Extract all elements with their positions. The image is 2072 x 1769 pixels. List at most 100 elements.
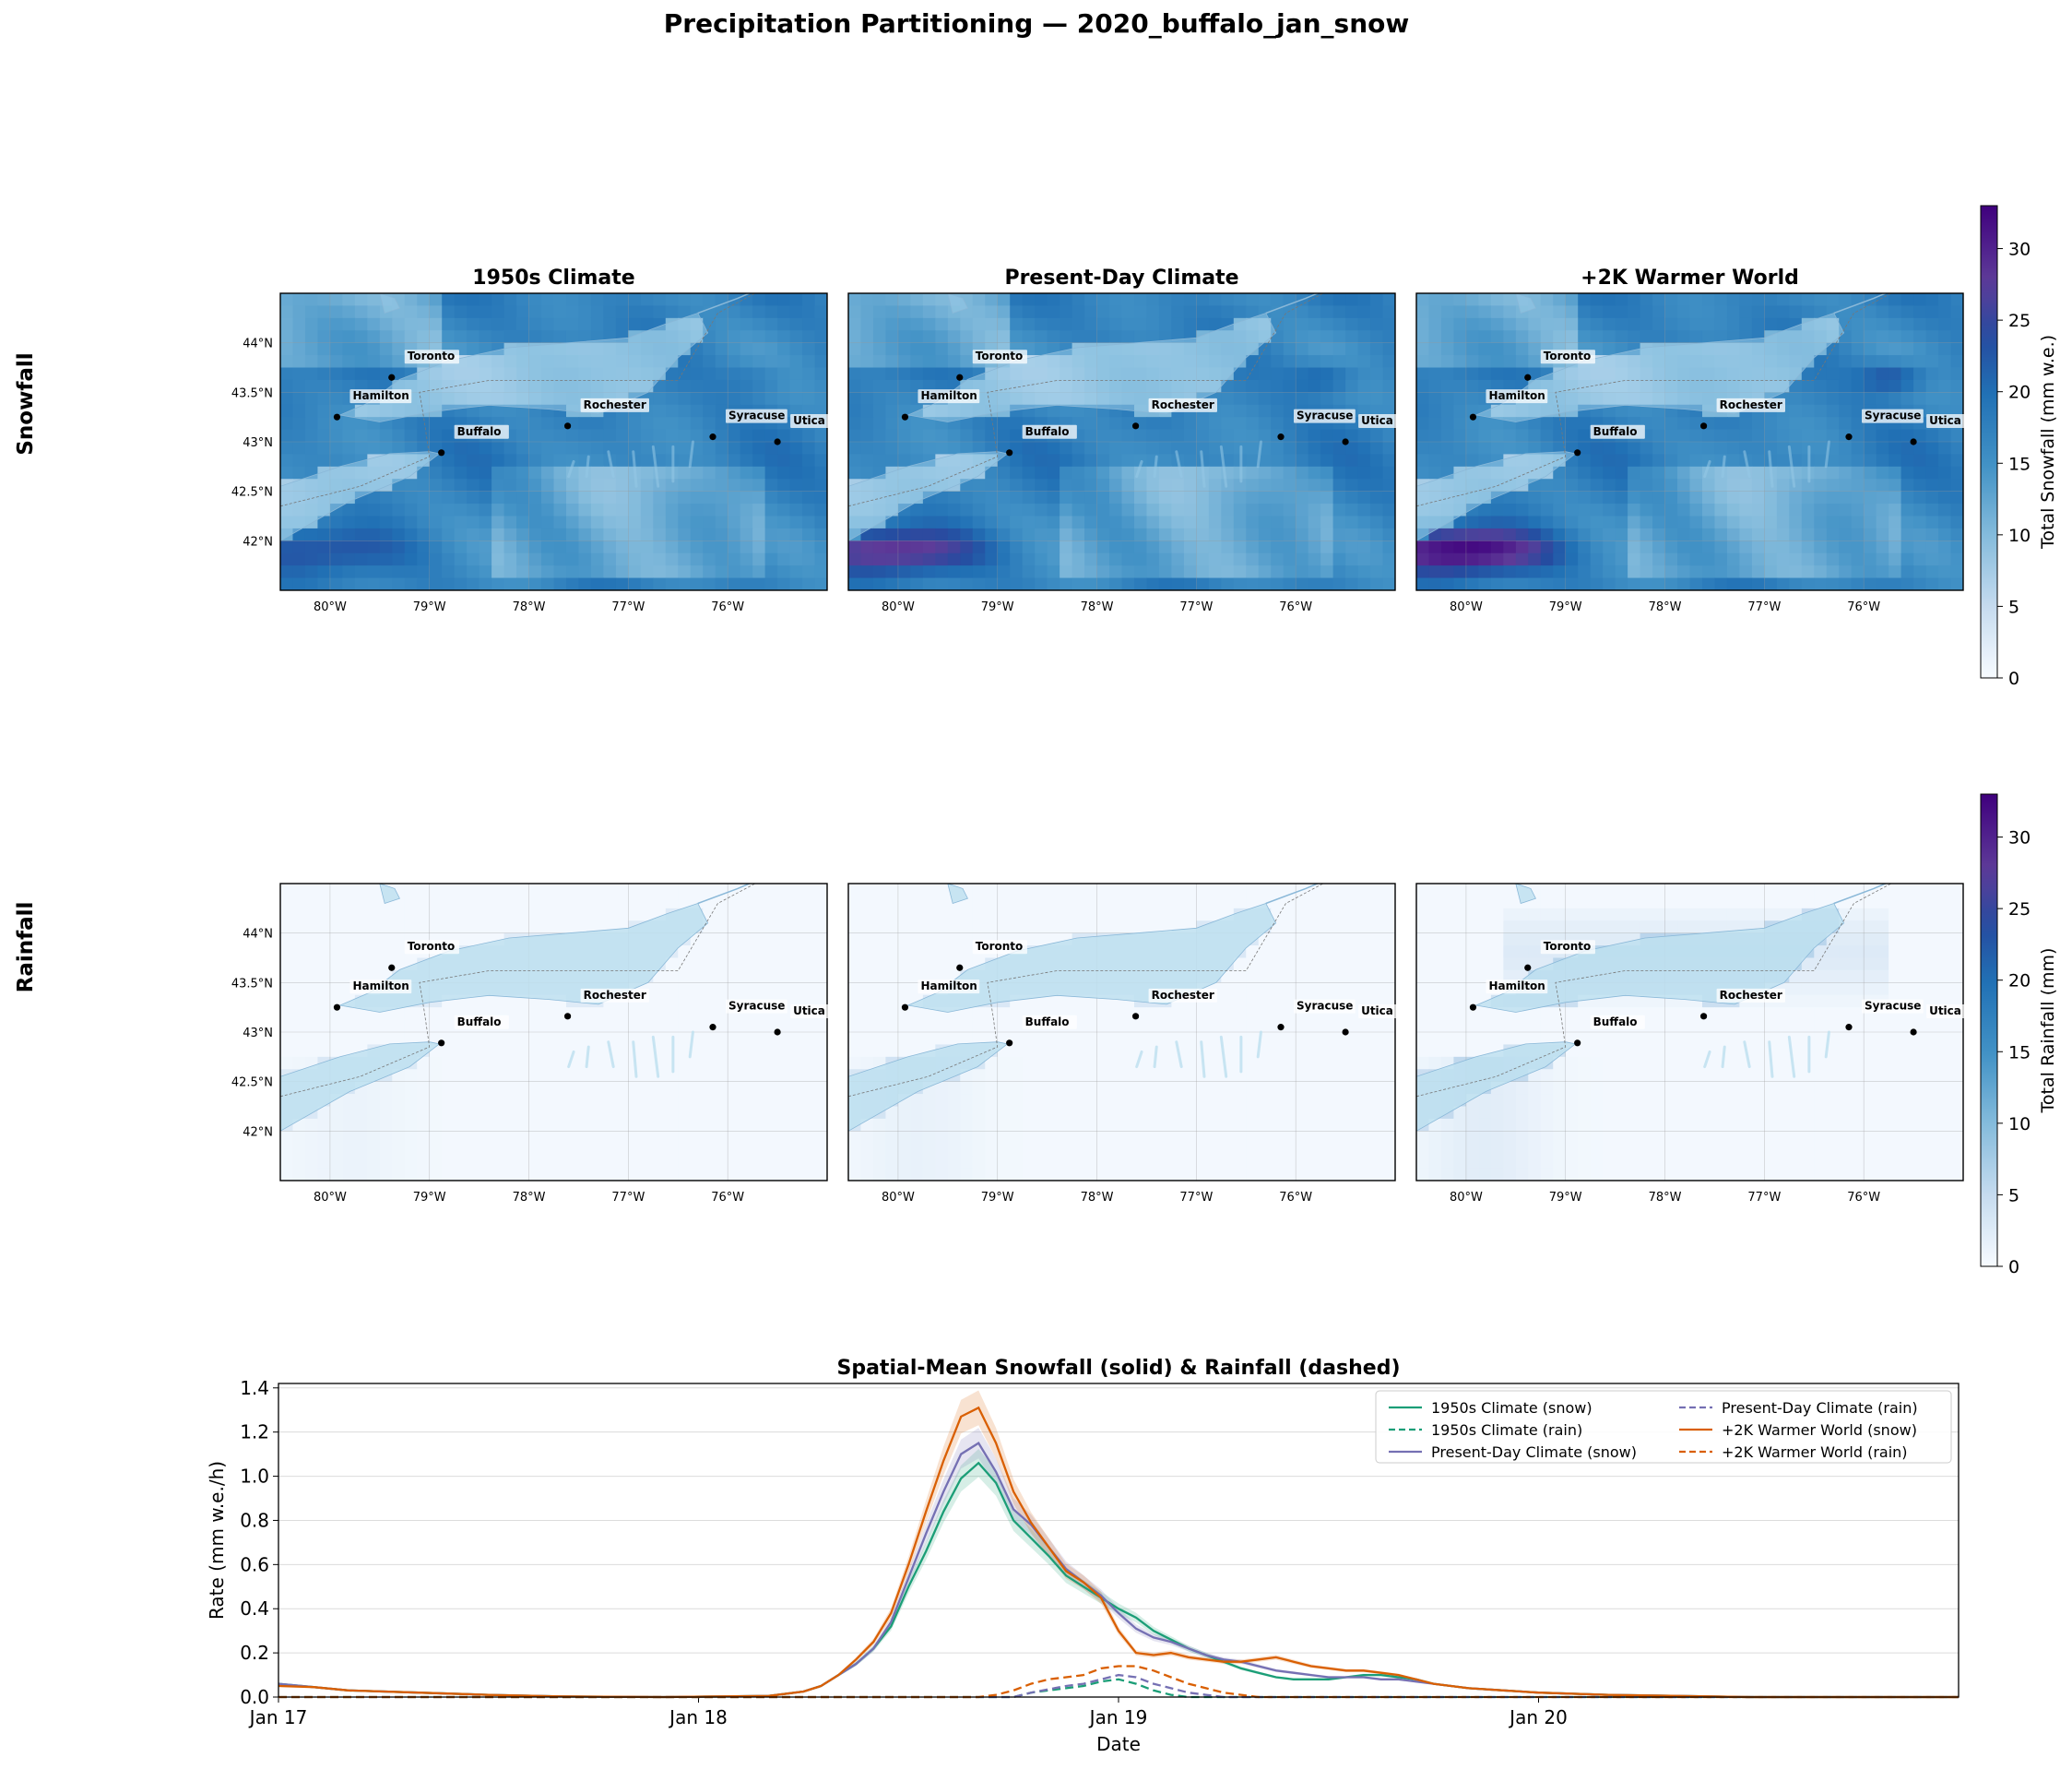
colorbar-tick-label: 10 [2008, 1114, 2031, 1134]
lon-tick-label: 79°W [981, 600, 1014, 614]
y-axis-label: Rate (mm w.e./h) [206, 1461, 228, 1620]
city-label: Buffalo [457, 425, 502, 438]
field-raster [1416, 293, 1963, 590]
city-label: Buffalo [457, 1015, 502, 1028]
lon-tick-label: 78°W [513, 600, 546, 614]
field-raster [280, 293, 827, 590]
city-label: Buffalo [1593, 425, 1638, 438]
colorbar-tick-label: 20 [2008, 971, 2031, 991]
colorbar-tick-label: 0 [2008, 669, 2019, 689]
city-label: Buffalo [1593, 1015, 1638, 1028]
lake-ontario [906, 903, 1277, 1013]
lon-tick-label: 76°W [1279, 600, 1312, 614]
lon-tick-label: 77°W [611, 1191, 645, 1205]
city-marker: Buffalo [438, 424, 509, 457]
city-marker: Rochester [563, 398, 649, 430]
lake-ontario [338, 313, 709, 422]
field-raster [848, 884, 1395, 1181]
city-label: Syracuse [1865, 1000, 1921, 1013]
city-label: Utica [1361, 414, 1393, 427]
city-marker: Syracuse [1845, 409, 1924, 441]
x-tick-label: Jan 20 [1508, 1706, 1568, 1728]
lon-tick-label: 78°W [1649, 600, 1682, 614]
chart-title: Spatial-Mean Snowfall (solid) & Rainfall… [836, 1357, 1400, 1380]
city-marker: Utica [1342, 414, 1400, 445]
snowfall-map-panel-3: Toronto Hamilton Buffalo Rochester Syracuse U… [1415, 267, 1968, 614]
y-tick-label: 0.0 [240, 1686, 269, 1708]
lon-tick-label: 80°W [314, 1191, 347, 1205]
city-label: Hamilton [352, 979, 408, 992]
lat-tick-label: 43.5°N [231, 977, 273, 991]
city-marker: Utica [774, 414, 832, 445]
city-marker: Rochester [1699, 988, 1785, 1020]
lon-tick-label: 77°W [1747, 600, 1781, 614]
city-marker: Utica [1342, 1004, 1400, 1036]
colorbar-tick-label: 15 [2008, 454, 2031, 474]
city-marker: Toronto [956, 940, 1027, 971]
city-label: Rochester [1720, 989, 1782, 1002]
country-border [1416, 293, 1892, 507]
x-tick-label: Jan 18 [668, 1706, 728, 1728]
city-label: Toronto [1544, 350, 1592, 362]
spatial-mean-line-chart: 0.0 0.2 0.4 0.6 0.8 1.0 1.2 1.4 Jan 17 Jan 18 Jan … [206, 1357, 1960, 1755]
snowfall-map-panel-2: Toronto Hamilton Buffalo Rochester Syracuse U… [847, 267, 1400, 614]
city-label: Utica [1361, 1004, 1393, 1017]
legend-entry: 1950s Climate (snow) [1431, 1399, 1592, 1417]
country-border [1416, 884, 1892, 1098]
lon-tick-label: 79°W [981, 1191, 1014, 1205]
city-label: Utica [793, 414, 825, 427]
row-label-rainfall: Rainfall [14, 902, 38, 993]
panel-title: +2K Warmer World [1581, 267, 1799, 290]
lat-tick-label: 44°N [243, 338, 273, 351]
city-label: Syracuse [728, 1000, 785, 1013]
lon-tick-label: 77°W [1747, 1191, 1781, 1205]
lat-tick-label: 42°N [243, 1125, 273, 1139]
series-line-3 [278, 1673, 1959, 1699]
y-tick-label: 1.0 [240, 1466, 269, 1488]
x-tick-label: Jan 19 [1088, 1706, 1148, 1728]
lon-tick-label: 77°W [1179, 1191, 1213, 1205]
colorbars: 0 5 10 15 20 25 30 Total Snowfall (mm w.e.) 0 5 10… [1980, 205, 2058, 1277]
colorbar-tick-label: 25 [2008, 311, 2031, 331]
city-label: Utica [793, 1004, 825, 1017]
colorbar-label: Total Rainfall (mm) [2038, 948, 2058, 1114]
country-border [848, 293, 1324, 507]
city-marker: Buffalo [1574, 424, 1645, 457]
city-marker: Buffalo [1574, 1015, 1645, 1047]
city-marker: Hamilton [901, 979, 980, 1011]
city-label: Rochester [1152, 989, 1214, 1002]
snowfall-colorbar: 0 5 10 15 20 25 30 Total Snowfall (mm w.e.) [1980, 205, 2058, 689]
lon-tick-label: 80°W [314, 600, 347, 614]
colorbar-tick-label: 20 [2008, 383, 2031, 403]
city-label: Hamilton [920, 389, 977, 402]
legend-entry: Present-Day Climate (snow) [1431, 1443, 1637, 1461]
city-marker: Syracuse [1277, 409, 1356, 441]
city-label: Rochester [1152, 398, 1214, 411]
lake-ontario [906, 313, 1277, 422]
legend-entry: +2K Warmer World (snow) [1722, 1421, 1917, 1439]
lat-tick-label: 42.5°N [231, 1076, 273, 1090]
city-marker: Hamilton [333, 389, 412, 421]
city-label: Hamilton [1488, 979, 1545, 992]
lon-tick-label: 79°W [1549, 600, 1582, 614]
rainfall-map-panel-3: Toronto Hamilton Buffalo Rochester Syracuse U… [1415, 883, 1968, 1205]
lat-tick-label: 43.5°N [231, 386, 273, 400]
legend-entry: Present-Day Climate (rain) [1722, 1399, 1918, 1417]
city-marker: Utica [774, 1004, 832, 1036]
city-marker: Buffalo [438, 1015, 509, 1047]
city-label: Hamilton [352, 389, 408, 402]
lon-tick-label: 78°W [513, 1191, 546, 1205]
colorbar-tick-label: 30 [2008, 240, 2031, 260]
rainfall-map-panel-2: Toronto Hamilton Buffalo Rochester Syracuse U… [847, 883, 1400, 1205]
lon-tick-label: 80°W [1450, 600, 1483, 614]
city-label: Syracuse [1296, 410, 1353, 422]
city-marker: Toronto [1524, 940, 1595, 971]
lon-tick-label: 80°W [882, 600, 915, 614]
y-tick-label: 0.4 [240, 1597, 269, 1620]
map-panels: Toronto Hamilton Buffalo Rochester Syracuse U… [231, 267, 1968, 1205]
city-marker: Buffalo [1006, 1015, 1077, 1047]
city-label: Buffalo [1025, 1015, 1070, 1028]
colorbar-tick-label: 5 [2008, 1185, 2019, 1205]
figure-suptitle: Precipitation Partitioning — 2020_buffal… [664, 8, 1409, 39]
city-label: Rochester [1720, 398, 1782, 411]
